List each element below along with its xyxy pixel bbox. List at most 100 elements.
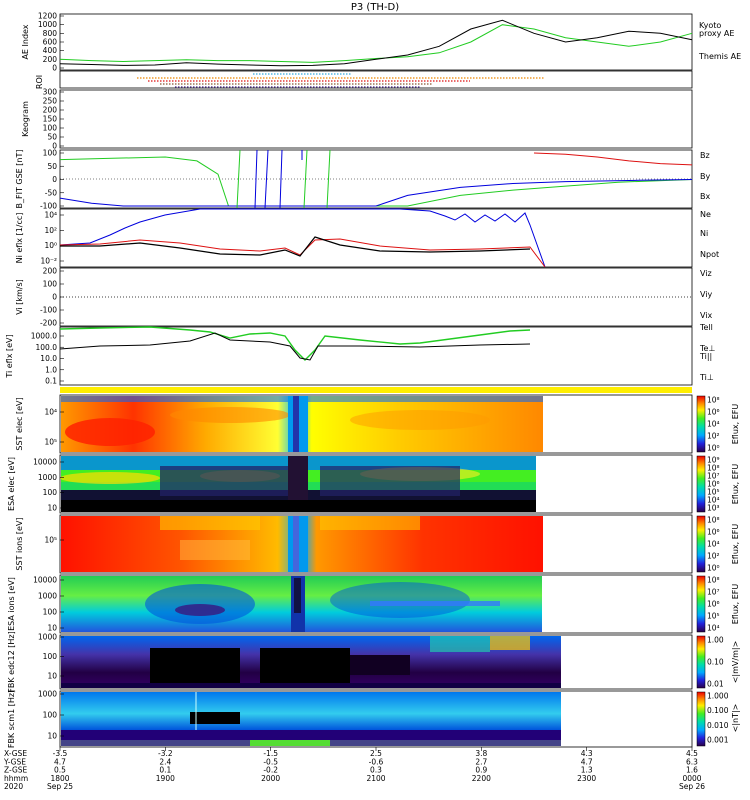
- ti-legend-tell: Tell: [699, 323, 713, 332]
- x-axis-tick-label: 0.5: [54, 766, 66, 775]
- esa-ion-ticks: 10000 1000 100 10: [33, 576, 64, 633]
- ae-ylabel: AE Index: [21, 24, 30, 59]
- ti-para-line: [59, 326, 531, 361]
- ae-legend-proxy: proxy AE: [699, 29, 734, 38]
- keogram-tick-label: 200: [43, 106, 58, 115]
- ni-legend-ni: Ni: [700, 229, 708, 238]
- ti-legend-tipara: Ti||: [699, 352, 712, 361]
- sst-elec-tick-label: 10⁴: [44, 408, 57, 417]
- fbk-b-colorbar-ticks: 1.000 0.100 0.010 0.001<|nT|>: [707, 692, 740, 745]
- x-axis-tick-label: 2100: [366, 774, 385, 783]
- sst-ion-cbar-tick: 10⁸: [707, 516, 720, 525]
- x-axis-tick-label: 2.7: [475, 757, 487, 766]
- ae-tick-label: 0: [52, 64, 57, 73]
- sst-elec-ticks: 10⁴ 10⁵: [44, 408, 64, 447]
- esa-ion-colorbar: [696, 575, 706, 633]
- bfit-panel: B_FIT GSE [nT] 100 50 0 -50 -100 Bz By Bx: [15, 149, 710, 211]
- roi-panel: ROI: [35, 70, 693, 89]
- esa-elec-tick-label: 1000: [38, 473, 57, 482]
- x-axis-tick-label: 4.3: [581, 749, 593, 758]
- x-axis-row-label: Z-GSE: [4, 766, 28, 775]
- ae-kyoto-line: [59, 24, 693, 63]
- x-axis-tick-label: 2.4: [159, 757, 171, 766]
- ti-tick-label: 100.0: [36, 343, 58, 352]
- keogram-tick-label: 0: [52, 142, 57, 151]
- fbk-b-cbar-tick: 0.001: [707, 736, 729, 745]
- x-axis-tick-label: 0000: [682, 774, 701, 783]
- bfit-bz-line: [533, 152, 693, 166]
- x-axis-row-label: X-GSE: [4, 749, 27, 758]
- fbk-b-cbar-label: <|nT|>: [731, 704, 740, 733]
- sst-elec-ylabel: SST elec [eV]: [15, 397, 24, 450]
- keogram-ylabel: Keogram: [21, 101, 30, 137]
- fbk-e-tick-label: 10: [47, 672, 57, 681]
- esa-ion-cbar-tick: 10⁷: [707, 588, 720, 597]
- ni-ni-line: [60, 236, 531, 257]
- ae-tick-label: 400: [43, 46, 58, 55]
- ti-tick-label: 1.0: [45, 365, 57, 374]
- sst-elec-colorbar-ticks: 10⁸ 10⁶ 10⁴ 10² 10⁰ Eflux, EFU: [707, 396, 740, 453]
- sst-ion-cbar-tick: 10⁴: [707, 540, 720, 549]
- x-axis-tick-label: Sep 26: [679, 782, 705, 791]
- x-axis-tick-label: -3.5: [53, 749, 68, 758]
- x-axis-tick-label: 2000: [261, 774, 280, 783]
- sst-ion-colorbar: [696, 515, 706, 573]
- ti-ylabel: Ti eflx [eV]: [5, 334, 14, 378]
- ni-npot-line: [59, 208, 546, 268]
- fbk-e-tick-label: 100: [43, 652, 58, 661]
- ti-ticks: 1000.0 100.0 10.0 1.0 0.1: [31, 332, 64, 386]
- vi-legend-vix: Vix: [700, 311, 713, 320]
- x-axis-tick-label: Sep 25: [47, 782, 73, 791]
- esa-ion-tick-label: 10000: [33, 576, 57, 585]
- sst-elec-tick-label: 10⁵: [44, 438, 57, 447]
- keogram-tick-label: 300: [43, 88, 58, 97]
- fbk-b-tick-label: 100: [43, 711, 58, 720]
- esa-elec-cbar-tick: 10⁸: [707, 464, 720, 473]
- roi-ylabel: ROI: [35, 75, 44, 89]
- mode-bar: [60, 387, 692, 393]
- ae-legend-themis: Themis AE: [698, 52, 741, 61]
- sst-elec-cbar-tick: 10⁴: [707, 420, 720, 429]
- vi-tick-label: 0: [52, 293, 57, 302]
- sst-ion-cbar-tick: 10²: [707, 552, 720, 561]
- x-axis-tick-label: 4.7: [581, 757, 593, 766]
- sst-ion-cbar-label: Eflux, EFU: [731, 524, 740, 565]
- vi-tick-label: 100: [43, 280, 58, 289]
- sst-elec-cbar-label: Eflux, EFU: [731, 404, 740, 445]
- sst-elec-cbar-tick: 10⁰: [707, 444, 720, 453]
- ti-tick-label: 0.1: [45, 377, 57, 386]
- vi-tick-label: -200: [40, 319, 57, 328]
- vi-panel: Vi [km/s] 200 100 0 -100 -200 Viz Viy Vix: [15, 267, 713, 328]
- ti-legend-tiperp: Ti⊥: [699, 373, 714, 382]
- fbk-b-tick-label: 10: [47, 732, 57, 741]
- esa-elec-cbar-tick: 10³: [707, 504, 720, 513]
- esa-ion-cbar-tick: 10⁵: [707, 612, 720, 621]
- keogram-tick-label: 250: [43, 97, 58, 106]
- vi-legend-viz: Viz: [700, 269, 712, 278]
- esa-elec-tick-label: 10000: [33, 458, 57, 467]
- bfit-legend-bz: Bz: [700, 151, 710, 160]
- sst-ion-tick-label: 10⁵: [44, 536, 57, 545]
- esa-elec-ylabel: ESA elec [eV]: [7, 457, 16, 511]
- esa-elec-cbar-tick: 10⁹: [707, 456, 720, 465]
- esa-elec-cbar-tick: 10⁶: [707, 480, 720, 489]
- x-axis-tick-label: -0.2: [263, 766, 278, 775]
- vi-ticks: 200 100 0 -100 -200: [40, 267, 64, 328]
- x-axis-tick-label: 2300: [577, 774, 596, 783]
- ti-tick-label: 10.0: [40, 354, 57, 363]
- fbk-b-cbar-tick: 0.100: [707, 706, 729, 715]
- bfit-tick-label: 50: [47, 162, 57, 171]
- sst-ion-colorbar-ticks: 10⁸ 10⁶ 10⁴ 10² 10⁰ Eflux, EFU: [707, 516, 740, 573]
- ni-ylabel: Ni eflx [1/cc]: [15, 213, 24, 264]
- ae-tick-label: 600: [43, 38, 58, 47]
- esa-elec-cbar-tick: 10⁴: [707, 496, 720, 505]
- x-axis-tick-label: 4.5: [686, 749, 698, 758]
- esa-ion-cbar-tick: 10⁴: [707, 624, 720, 633]
- bfit-ylabel: B_FIT GSE [nT]: [15, 150, 24, 209]
- x-axis-row-label: 2020: [4, 782, 23, 791]
